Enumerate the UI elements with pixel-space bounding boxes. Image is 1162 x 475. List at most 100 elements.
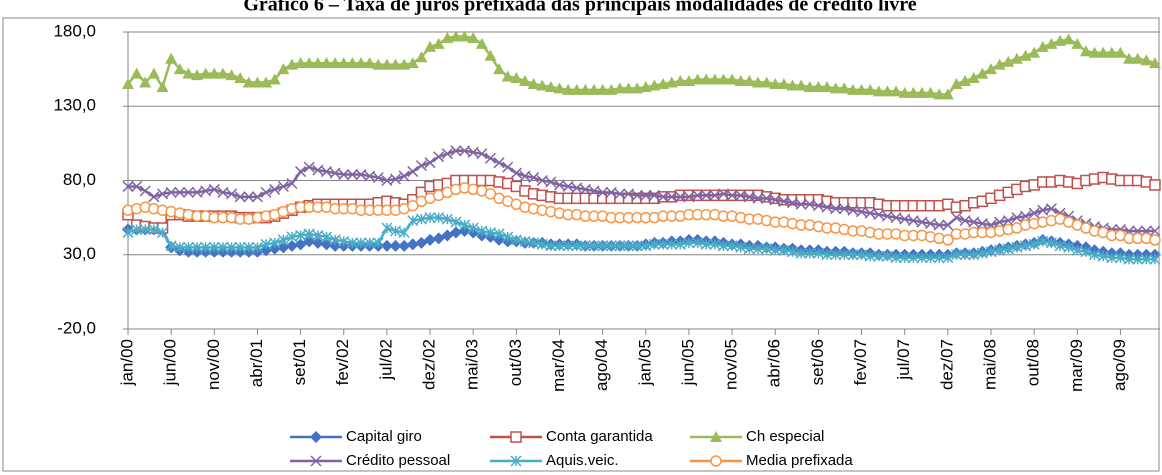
marker xyxy=(985,63,997,75)
marker xyxy=(407,166,419,178)
marker xyxy=(389,225,402,237)
marker xyxy=(320,57,333,69)
marker xyxy=(424,40,437,52)
marker xyxy=(976,67,989,79)
marker xyxy=(752,192,764,204)
marker xyxy=(804,198,816,210)
marker xyxy=(1045,203,1057,215)
marker xyxy=(674,75,687,87)
marker xyxy=(510,167,522,179)
marker xyxy=(873,209,885,221)
marker xyxy=(683,237,695,249)
marker xyxy=(355,169,367,181)
marker xyxy=(821,80,834,92)
y-tick-label: 130,0 xyxy=(53,96,96,115)
marker xyxy=(709,189,721,201)
marker xyxy=(303,228,315,240)
marker xyxy=(174,241,186,253)
x-tick-label: fev/07 xyxy=(851,339,870,385)
marker xyxy=(433,151,445,163)
marker xyxy=(432,37,445,49)
marker xyxy=(666,238,678,250)
x-tick-label: mai/03 xyxy=(463,339,482,390)
marker xyxy=(182,67,195,79)
marker xyxy=(700,189,712,201)
marker xyxy=(700,73,713,85)
marker xyxy=(398,239,411,252)
marker xyxy=(346,169,358,181)
marker xyxy=(769,244,781,256)
series xyxy=(122,212,1161,265)
marker xyxy=(916,216,928,228)
marker xyxy=(449,30,462,42)
marker xyxy=(243,241,255,253)
marker xyxy=(777,77,790,89)
marker xyxy=(329,57,342,69)
marker xyxy=(173,63,186,75)
marker xyxy=(1019,240,1032,252)
marker xyxy=(597,240,609,252)
marker xyxy=(122,77,134,89)
y-tick-label: 80,0 xyxy=(63,170,96,189)
marker xyxy=(623,240,635,252)
marker xyxy=(657,191,669,203)
marker xyxy=(285,239,298,252)
marker xyxy=(1028,238,1040,250)
x-tick-label: nov/00 xyxy=(204,339,223,390)
marker xyxy=(320,231,333,243)
marker xyxy=(303,235,316,248)
marker xyxy=(389,239,402,252)
marker xyxy=(881,250,893,262)
marker xyxy=(320,166,333,178)
marker xyxy=(148,223,160,236)
marker xyxy=(847,249,859,261)
marker xyxy=(864,250,876,262)
marker xyxy=(743,243,755,255)
marker xyxy=(881,210,893,222)
marker xyxy=(329,234,341,246)
x-tick-label: jan/00 xyxy=(117,339,136,386)
marker xyxy=(899,252,911,264)
marker xyxy=(890,85,903,97)
marker xyxy=(847,204,859,216)
marker xyxy=(743,191,755,203)
marker xyxy=(364,170,376,182)
marker xyxy=(130,67,143,79)
marker xyxy=(484,49,497,61)
marker xyxy=(941,88,954,100)
marker xyxy=(821,249,833,261)
marker xyxy=(200,241,212,253)
marker xyxy=(1097,250,1109,262)
marker xyxy=(631,189,643,201)
marker xyxy=(898,86,911,98)
marker xyxy=(786,79,799,91)
marker xyxy=(225,69,238,81)
marker xyxy=(467,146,479,158)
marker xyxy=(597,186,609,198)
marker xyxy=(872,85,885,97)
marker xyxy=(605,83,618,95)
marker xyxy=(873,250,885,262)
marker xyxy=(614,188,626,200)
marker xyxy=(786,197,799,209)
marker xyxy=(623,188,635,200)
marker xyxy=(1149,234,1161,246)
marker xyxy=(648,238,660,250)
marker xyxy=(751,76,764,88)
marker xyxy=(907,215,919,227)
marker xyxy=(415,51,428,63)
marker xyxy=(510,72,523,84)
x-tick-label: dez/02 xyxy=(420,339,439,390)
marker xyxy=(596,83,609,95)
marker xyxy=(795,247,807,259)
marker xyxy=(907,252,919,264)
marker xyxy=(528,237,540,249)
x-tick-label: jul/02 xyxy=(376,339,395,381)
marker xyxy=(665,76,678,88)
marker xyxy=(1062,33,1075,45)
x-tick-label: abr/01 xyxy=(247,339,266,387)
marker xyxy=(441,213,453,225)
marker xyxy=(268,73,281,85)
marker xyxy=(372,237,384,249)
marker xyxy=(588,83,601,95)
